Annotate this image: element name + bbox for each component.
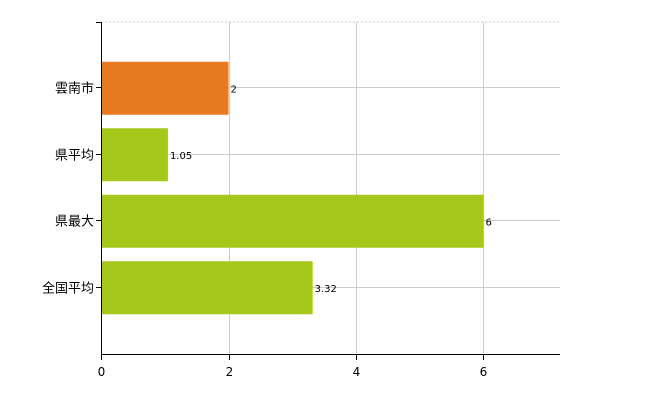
value-label-2: 6: [486, 217, 492, 228]
bars: [101, 61, 484, 315]
bar-1: [101, 128, 168, 182]
bar-0: [101, 61, 229, 115]
category-label-3: 全国平均: [42, 281, 94, 297]
category-label-1: 県平均: [55, 149, 94, 164]
x-tick-label-0: 0: [98, 365, 106, 379]
bar-3: [101, 261, 313, 315]
x-tick-label-3: 6: [480, 365, 488, 379]
value-label-0: 2: [231, 84, 237, 95]
category-label-0: 雲南市: [55, 81, 94, 97]
x-tick-label-1: 2: [226, 365, 234, 379]
x-tick-label-2: 4: [353, 365, 361, 379]
axes: [96, 22, 560, 360]
value-labels: 2 1.05 6 3.32: [170, 84, 492, 295]
category-label-2: 県最大: [55, 215, 94, 230]
bar-2: [101, 194, 484, 248]
x-tick-labels: 0 2 4 6: [98, 365, 488, 379]
value-label-1: 1.05: [170, 151, 192, 162]
value-label-3: 3.32: [315, 284, 337, 295]
